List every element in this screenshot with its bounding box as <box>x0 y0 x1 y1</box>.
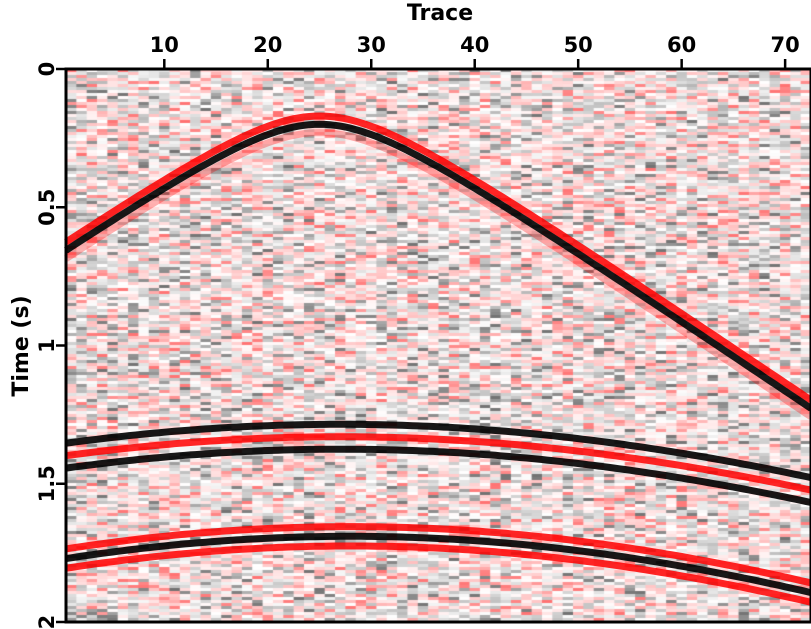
events-layer <box>64 112 811 606</box>
x-axis-label: Trace <box>407 1 473 26</box>
x-tick-label: 50 <box>564 33 593 57</box>
event-2-red-lobe <box>65 433 811 494</box>
event-2-black-lobe <box>65 445 811 506</box>
x-tick-label: 30 <box>357 33 386 57</box>
event-1-black-lobe <box>64 120 811 412</box>
event-3-red-lobe <box>65 523 811 587</box>
y-axis-label: Time (s) <box>9 295 34 396</box>
y-tick-label: 0.5 <box>35 189 59 226</box>
event-1-red-lobe <box>64 112 811 404</box>
y-tick-label: 2 <box>35 615 59 629</box>
y-tick-label: 0 <box>35 62 59 77</box>
x-axis: 10 20 30 40 50 60 70 <box>150 33 800 69</box>
event-2-black-lobe <box>65 420 811 482</box>
event-1-red-lobe <box>64 129 811 420</box>
event-3-black-lobe <box>65 532 811 597</box>
y-axis: 0 0.5 1 1.5 2 <box>35 62 66 629</box>
x-tick-label: 70 <box>771 33 800 57</box>
y-tick-label: 1 <box>35 338 59 353</box>
x-tick-label: 40 <box>460 33 489 57</box>
x-tick-label: 60 <box>667 33 696 57</box>
event-3-red-lobe <box>65 542 811 606</box>
y-tick-label: 1.5 <box>35 465 59 502</box>
x-tick-label: 20 <box>253 33 282 57</box>
x-tick-label: 10 <box>150 33 179 57</box>
